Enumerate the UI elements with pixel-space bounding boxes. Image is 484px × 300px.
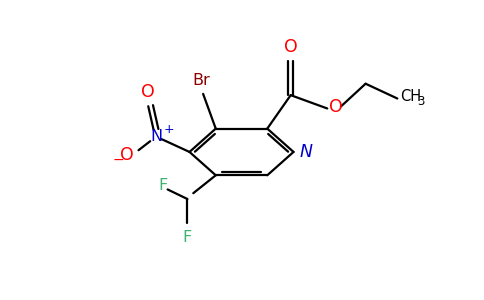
Text: N: N <box>150 129 162 144</box>
Text: CH: CH <box>400 89 422 104</box>
Text: N: N <box>300 143 312 161</box>
Text: +: + <box>164 123 174 136</box>
Text: 3: 3 <box>417 95 424 108</box>
Text: Br: Br <box>192 73 210 88</box>
Text: O: O <box>284 38 298 56</box>
Text: O: O <box>141 83 154 101</box>
Text: O: O <box>120 146 134 164</box>
Text: −: − <box>112 153 124 167</box>
Text: O: O <box>329 98 343 116</box>
Text: F: F <box>183 230 192 245</box>
Text: F: F <box>158 178 167 193</box>
